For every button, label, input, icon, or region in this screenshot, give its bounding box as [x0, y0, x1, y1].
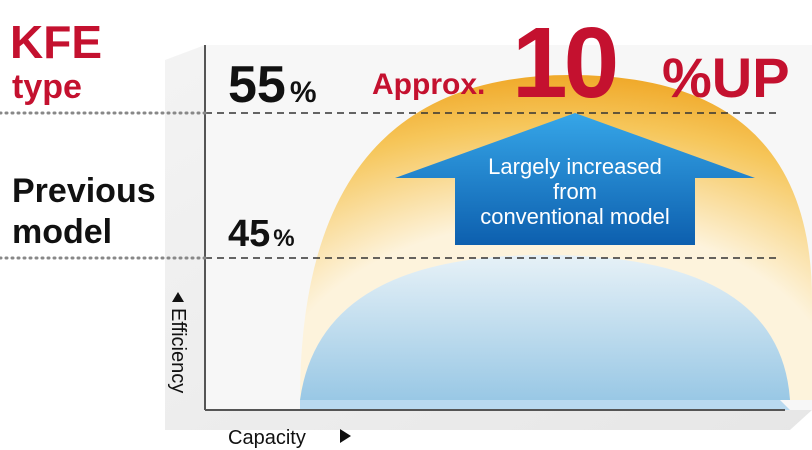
up-arrow [395, 113, 755, 245]
headline-prefix: Approx. [372, 68, 485, 101]
level-label: 45% [228, 213, 295, 255]
level-label: 55% [228, 56, 317, 114]
axes [204, 45, 785, 411]
kfe-label: type [12, 68, 82, 106]
previous-dome [300, 255, 790, 400]
headline-number: 10 [512, 7, 616, 119]
dome-base [300, 400, 790, 410]
previous-label: model [12, 213, 112, 251]
headline-suffix: %UP [662, 46, 790, 109]
arrow-text: from [553, 179, 597, 204]
y-axis-arrow [172, 292, 184, 302]
level-lines [0, 111, 780, 260]
arrow-text: Largely increased [488, 154, 662, 179]
arrow-text: conventional model [480, 204, 670, 229]
x-axis-label: Capacity [228, 427, 306, 449]
previous-label: Previous [12, 172, 156, 210]
y-axis-label: Efficiency [167, 308, 189, 393]
x-axis-arrow [340, 429, 351, 443]
kfe-label: KFE [10, 16, 102, 68]
